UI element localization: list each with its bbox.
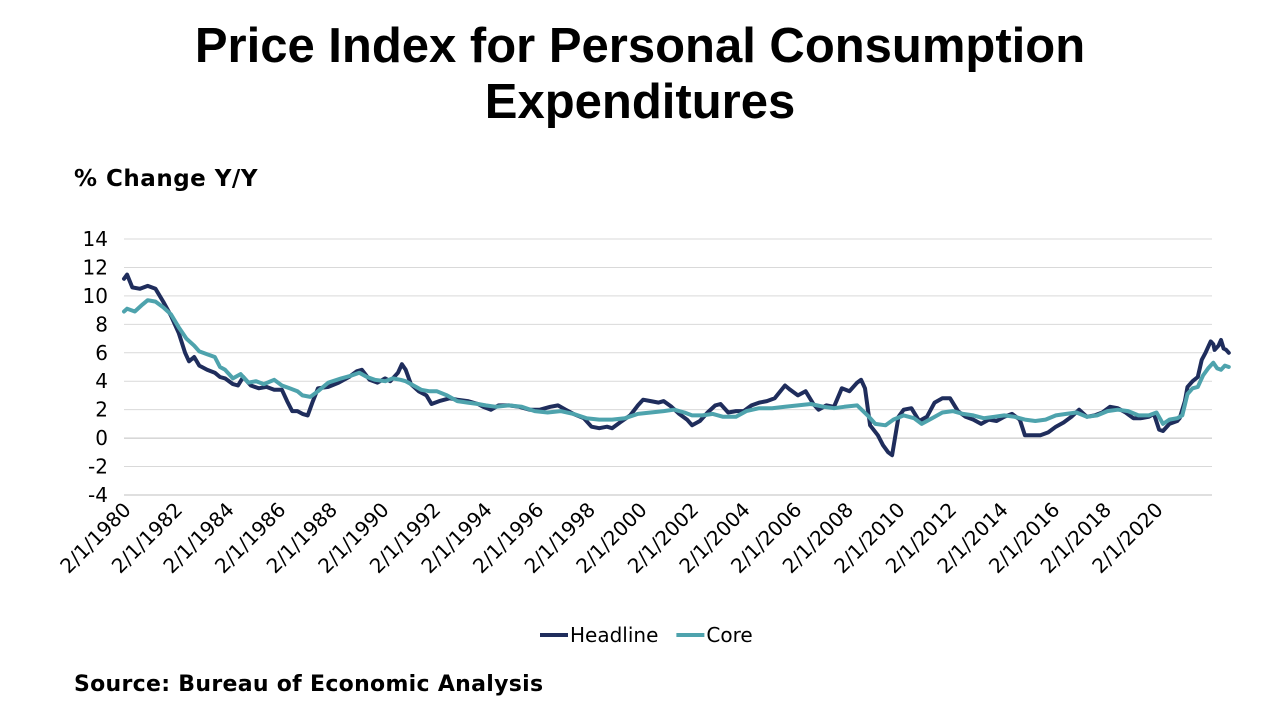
title-line-1: Price Index for Personal Consumption (194, 19, 1086, 73)
legend: Headline Core (540, 623, 753, 647)
legend-label-headline: Headline (570, 623, 658, 647)
y-tick-label: 0 (95, 426, 108, 450)
y-tick-label: 14 (83, 227, 108, 251)
y-tick-label: 2 (95, 398, 108, 422)
y-tick-label: 8 (95, 312, 108, 336)
series-line-headline (122, 272, 1231, 458)
page-title: Price Index for Personal Consumption Exp… (0, 18, 1280, 130)
y-tick-labels: -4 -2 0 2 4 6 8 10 12 14 (83, 227, 108, 507)
legend-label-core: Core (706, 623, 752, 647)
series-line-core (122, 298, 1231, 428)
source-note: Source: Bureau of Economic Analysis (74, 672, 544, 697)
pce-line-chart: -4 -2 0 2 4 6 8 10 12 14 2/1/19802/1/19822/1/1984… (55, 227, 1231, 647)
grid-lines (124, 238, 1212, 496)
y-tick-label: 12 (83, 255, 108, 279)
y-tick-label: 4 (95, 369, 108, 393)
y-tick-label: 10 (83, 284, 108, 308)
title-line-2: Expenditures (484, 75, 796, 129)
y-tick-label: 6 (95, 341, 108, 365)
y-tick-label: -4 (88, 483, 108, 507)
x-tick-labels: 2/1/19802/1/19822/1/19842/1/19862/1/1988… (55, 498, 1168, 578)
series-lines (122, 272, 1231, 458)
y-tick-label: -2 (88, 455, 108, 479)
y-axis-unit-label: % Change Y/Y (74, 166, 258, 192)
